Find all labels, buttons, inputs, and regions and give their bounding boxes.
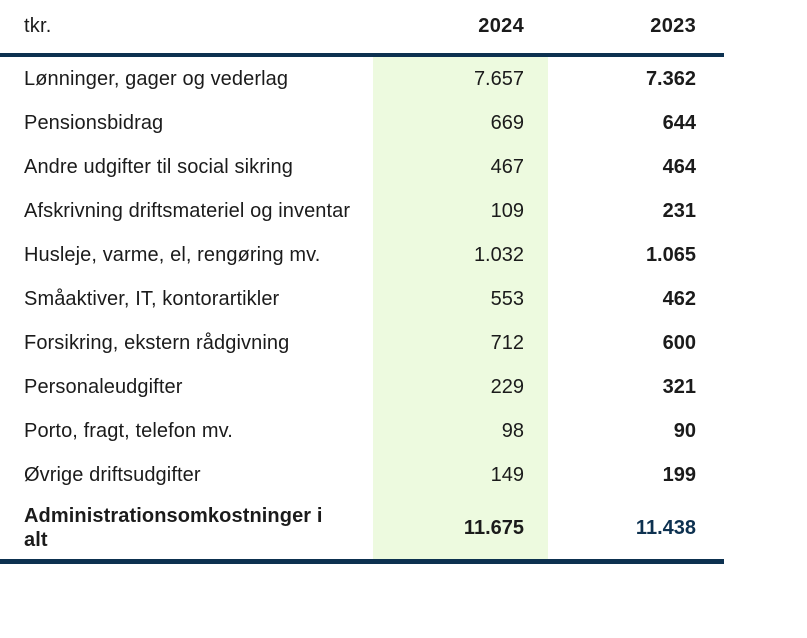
table-row: Pensionsbidrag 669 644 — [0, 101, 724, 145]
row-value-2023: 231 — [662, 200, 696, 222]
table-row: Husleje, varme, el, rengøring mv. 1.032 … — [0, 233, 724, 277]
row-value-2023: 600 — [662, 332, 696, 354]
column-header-2024: 2024 — [478, 15, 524, 37]
row-value-2023: 199 — [662, 464, 696, 486]
table-row: Småaktiver, IT, kontorartikler 553 462 — [0, 277, 724, 321]
table-row: Afskrivning driftsmateriel og inventar 1… — [0, 189, 724, 233]
row-value-2024: 553 — [373, 277, 548, 321]
row-value-2024: 467 — [373, 145, 548, 189]
table-row: Lønninger, gager og vederlag 7.657 7.362 — [0, 57, 724, 101]
row-value-2023: 90 — [673, 420, 696, 442]
table-header-row: tkr. 2024 2023 — [0, 0, 724, 53]
row-value-2023: 321 — [662, 376, 696, 398]
row-label: Pensionsbidrag — [24, 112, 164, 134]
row-value-2024: 229 — [373, 365, 548, 409]
row-value-2024: 149 — [373, 453, 548, 497]
row-value-2024: 712 — [373, 321, 548, 365]
total-value-2024: 11.675 — [373, 497, 548, 559]
row-label: Personaleudgifter — [24, 376, 183, 398]
total-row-label: Administrationsomkostninger i alt — [24, 505, 323, 551]
row-label: Afskrivning driftsmateriel og inventar — [24, 200, 351, 222]
table-body: Lønninger, gager og vederlag 7.657 7.362… — [0, 57, 724, 559]
table-bottom-rule — [0, 559, 724, 564]
row-value-2023: 1.065 — [645, 244, 696, 266]
row-value-2023: 7.362 — [645, 68, 696, 90]
row-label: Småaktiver, IT, kontorartikler — [24, 288, 280, 310]
row-value-2024: 669 — [373, 101, 548, 145]
row-value-2024: 7.657 — [373, 57, 548, 101]
table-total-row: Administrationsomkostninger i alt 11.675… — [0, 497, 724, 559]
header-divider-rule — [0, 53, 724, 57]
row-label: Øvrige driftsudgifter — [24, 464, 201, 486]
row-value-2024: 1.032 — [373, 233, 548, 277]
table-row: Øvrige driftsudgifter 149 199 — [0, 453, 724, 497]
row-label: Porto, fragt, telefon mv. — [24, 420, 233, 442]
admin-costs-table: tkr. 2024 2023 Lønninger, gager og veder… — [0, 0, 724, 564]
table-row: Porto, fragt, telefon mv. 98 90 — [0, 409, 724, 453]
row-label: Forsikring, ekstern rådgivning — [24, 332, 290, 354]
table-row: Andre udgifter til social sikring 467 46… — [0, 145, 724, 189]
row-value-2024: 98 — [373, 409, 548, 453]
table-row: Forsikring, ekstern rådgivning 712 600 — [0, 321, 724, 365]
row-value-2023: 462 — [662, 288, 696, 310]
column-header-2023: 2023 — [650, 15, 696, 37]
column-header-unit: tkr. — [24, 15, 52, 37]
row-label: Lønninger, gager og vederlag — [24, 68, 289, 90]
row-value-2023: 464 — [662, 156, 696, 178]
table-row: Personaleudgifter 229 321 — [0, 365, 724, 409]
row-value-2023: 644 — [662, 112, 696, 134]
row-label: Husleje, varme, el, rengøring mv. — [24, 244, 321, 266]
row-value-2024: 109 — [373, 189, 548, 233]
total-value-2023: 11.438 — [635, 517, 696, 539]
row-label: Andre udgifter til social sikring — [24, 156, 293, 178]
